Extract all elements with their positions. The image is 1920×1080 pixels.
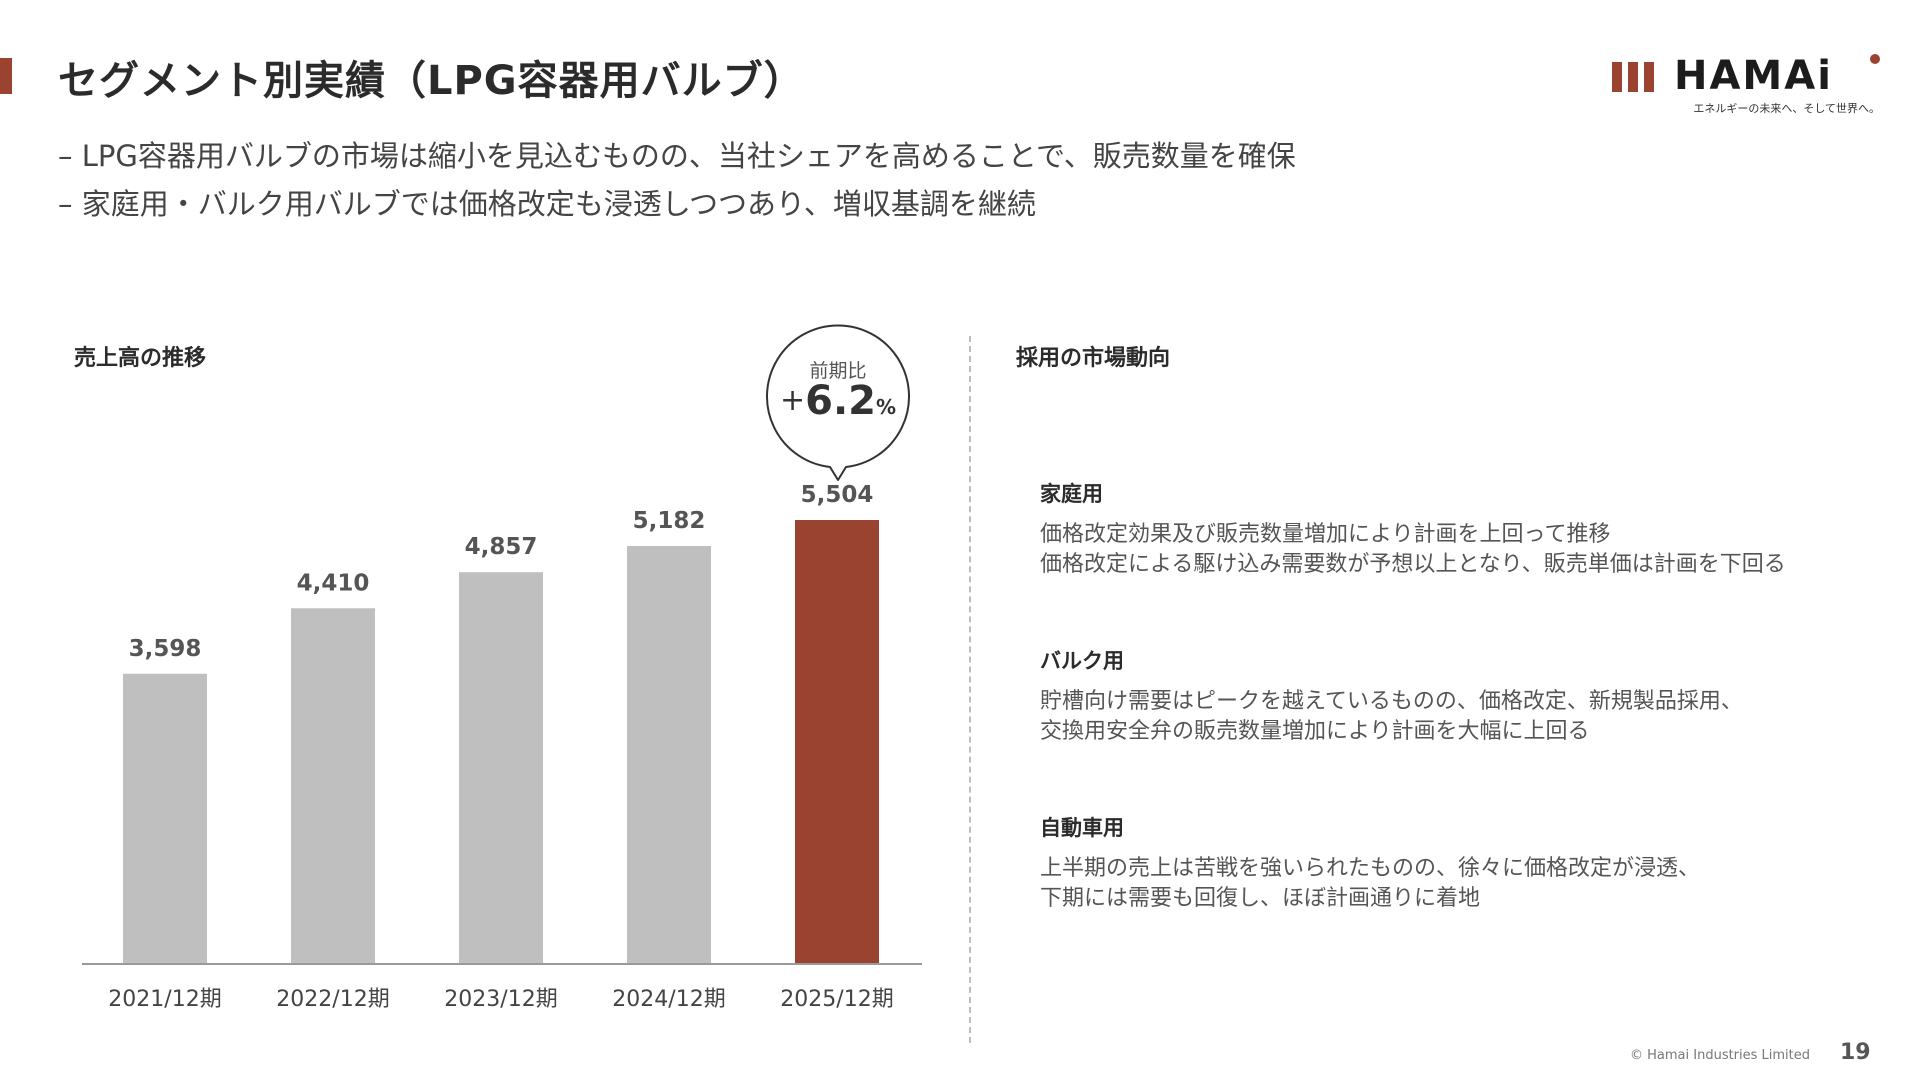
company-logo: HAMAi エネルギーの未来へ、そして世界へ。 — [1612, 52, 1884, 122]
x-tick-label: 2023/12期 — [444, 987, 557, 1012]
yoy-unit: % — [875, 395, 897, 419]
data-label: 4,857 — [465, 534, 538, 560]
yoy-callout: 前期比 +6.2% — [764, 316, 912, 486]
logo-dot-icon — [1870, 54, 1880, 64]
sales-trend-heading: 売上高の推移 — [74, 346, 207, 371]
page-number: 19 — [1840, 1040, 1871, 1065]
x-tick-label: 2024/12期 — [612, 987, 725, 1012]
market-section-title: 家庭用 — [1040, 482, 1103, 506]
data-label: 5,182 — [633, 508, 706, 534]
market-section-text: 上半期の売上は苦戦を強いられたものの、徐々に価格改定が浸透、 — [1040, 856, 1701, 881]
market-section-title: バルク用 — [1040, 649, 1124, 673]
market-section-title: 自動車用 — [1040, 816, 1124, 840]
market-section-text: 交換用安全弁の販売数量増加により計画を大幅に上回る — [1040, 719, 1590, 744]
data-label: 5,504 — [801, 482, 874, 508]
logo-tagline: エネルギーの未来へ、そして世界へ。 — [1693, 102, 1880, 115]
market-trend-heading: 採用の市場動向 — [1016, 346, 1171, 371]
yoy-sign: + — [779, 383, 806, 418]
bar-2022/12期 — [291, 608, 375, 964]
x-tick-label: 2022/12期 — [276, 987, 389, 1012]
market-section-bulk: バルク用 貯槽向け需要はピークを越えているものの、価格改定、新規製品採用、 交換… — [1040, 645, 1900, 747]
market-section-text: 価格改定効果及び販売数量増加により計画を上回って推移 — [1040, 522, 1611, 547]
data-label: 4,410 — [297, 570, 370, 596]
speech-bubble-icon — [766, 324, 910, 481]
market-section-automotive: 自動車用 上半期の売上は苦戦を強いられたものの、徐々に価格改定が浸透、 下期には… — [1040, 812, 1900, 914]
market-section-text: 価格改定による駆け込み需要数が予想以上となり、販売単価は計画を下回る — [1040, 552, 1786, 577]
bar-2025/12期 — [795, 520, 879, 964]
data-label: 3,598 — [129, 636, 202, 662]
yoy-number: 6.2 — [805, 378, 876, 424]
summary-bullet: – 家庭用・バルク用バルブでは価格改定も浸透しつつあり、増収基調を継続 — [58, 187, 1036, 221]
title-accent-bar — [0, 58, 12, 94]
page-title: セグメント別実績（LPG容器用バルブ） — [58, 58, 805, 104]
yoy-label: 前期比 — [809, 360, 867, 382]
sales-bar-chart: 3,598 2021/12期 4,410 2022/12期 4,857 2023/12期 5… — [82, 482, 922, 1012]
summary-bullets: – LPG容器用バルブの市場は縮小を見込むものの、当社シェアを高めることで、販売… — [58, 132, 1296, 228]
bar-2021/12期 — [123, 673, 207, 964]
yoy-value: +6.2% — [764, 378, 912, 424]
logo-wordmark: HAMAi — [1674, 53, 1833, 99]
market-section-text: 下期には需要も回復し、ほぼ計画通りに着地 — [1040, 886, 1481, 911]
bar-2024/12期 — [627, 545, 711, 964]
market-section-household: 家庭用 価格改定効果及び販売数量増加により計画を上回って推移 価格改定による駆け… — [1040, 478, 1900, 580]
x-tick-label: 2021/12期 — [108, 987, 221, 1012]
copyright-text: © Hamai Industries Limited — [1630, 1048, 1811, 1063]
market-section-text: 貯槽向け需要はピークを越えているものの、価格改定、新規製品採用、 — [1040, 689, 1743, 714]
panel-divider — [969, 336, 971, 1043]
x-tick-label: 2025/12期 — [780, 987, 893, 1012]
bar-2023/12期 — [459, 572, 543, 964]
summary-bullet: – LPG容器用バルブの市場は縮小を見込むものの、当社シェアを高めることで、販売… — [58, 139, 1296, 173]
